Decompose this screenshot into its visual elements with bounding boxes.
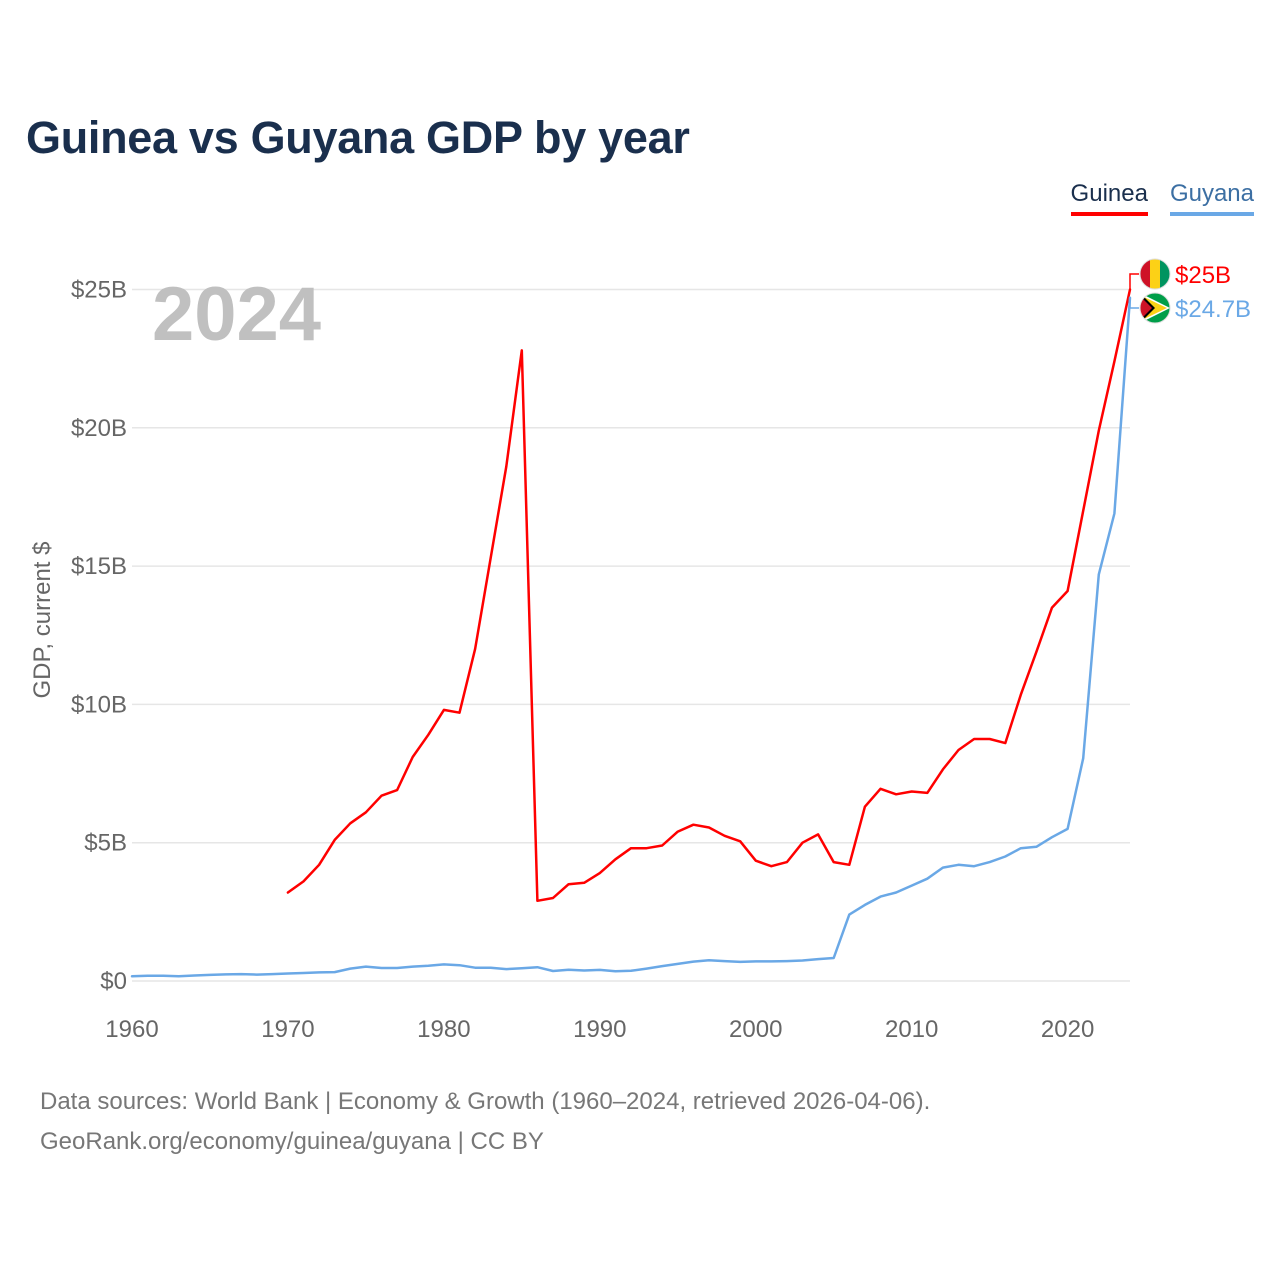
y-tick-label: $0 <box>100 968 127 995</box>
end-value-label-guyana: $24.7B <box>1175 296 1251 323</box>
y-axis-title: GDP, current $ <box>29 542 56 699</box>
y-tick-label: $15B <box>71 553 127 580</box>
x-tick-label: 2000 <box>729 1016 782 1043</box>
y-tick-label: $5B <box>84 830 127 857</box>
end-leader-guinea <box>1129 273 1139 290</box>
y-tick-label: $20B <box>71 415 127 442</box>
x-tick-label: 2010 <box>885 1016 938 1043</box>
x-tick-label: 2020 <box>1041 1016 1094 1043</box>
year-watermark: 2024 <box>152 272 321 357</box>
footer-credit: GeoRank.org/economy/guinea/guyana | CC B… <box>40 1128 544 1155</box>
x-tick-label: 1960 <box>105 1016 158 1043</box>
legend-guinea[interactable]: Guinea <box>1070 180 1148 216</box>
gdp-line-chart: $0 $5B $10B $15B $20B $25B 1960 1970 1980 1990 200… <box>29 258 1251 1044</box>
footer: Data sources: World Bank | Economy & Gro… <box>40 1082 930 1162</box>
grid <box>132 288 1130 982</box>
end-markers: $25B $24.7B <box>1129 258 1251 324</box>
y-tick-label: $10B <box>71 691 127 718</box>
series-line-guinea[interactable] <box>286 288 1132 903</box>
y-tick-label: $25B <box>71 277 127 304</box>
end-value-label-guinea: $25B <box>1175 262 1231 289</box>
page-title: Guinea vs Guyana GDP by year <box>26 112 690 163</box>
x-tick-label: 1980 <box>417 1016 470 1043</box>
guinea-flag-icon <box>1139 258 1171 290</box>
x-tick-label: 1970 <box>261 1016 314 1043</box>
axes: $0 $5B $10B $15B $20B $25B 1960 1970 1980 1990 200… <box>71 277 1094 1044</box>
x-tick-label: 1990 <box>573 1016 626 1043</box>
guyana-flag-icon <box>1139 292 1171 324</box>
legend: Guinea Guyana <box>1070 180 1254 216</box>
footer-sources: Data sources: World Bank | Economy & Gro… <box>40 1088 931 1115</box>
legend-guyana[interactable]: Guyana <box>1169 180 1254 216</box>
series <box>130 288 1132 978</box>
series-line-guyana[interactable] <box>130 296 1132 978</box>
end-leader-guyana <box>1129 297 1139 309</box>
